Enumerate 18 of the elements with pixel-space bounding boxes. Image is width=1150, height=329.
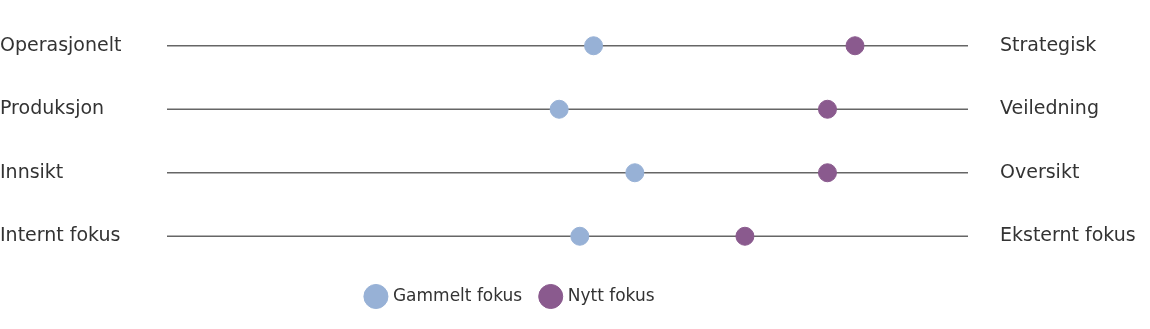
point <box>584 36 604 56</box>
y-tick-label: Internt fokus <box>0 223 121 246</box>
legend-label: Gammelt fokus <box>392 284 523 305</box>
y-tick-label: Innsikt <box>0 159 64 182</box>
y2-tick-label: Strategisk <box>1000 32 1097 55</box>
point <box>817 163 837 183</box>
point <box>735 226 755 246</box>
point <box>625 163 645 183</box>
y-tick-label: Produksjon <box>0 96 105 119</box>
legend-label: Nytt fokus <box>567 284 655 305</box>
y2-tick-label: Veiledning <box>1000 96 1099 119</box>
point <box>570 226 590 246</box>
point <box>549 99 569 119</box>
point <box>817 99 837 119</box>
y2-tick-label: Oversikt <box>1000 159 1080 182</box>
y-tick-label: Operasjonelt <box>0 32 122 55</box>
point <box>845 36 865 56</box>
y2-tick-label: Eksternt fokus <box>1000 223 1136 246</box>
